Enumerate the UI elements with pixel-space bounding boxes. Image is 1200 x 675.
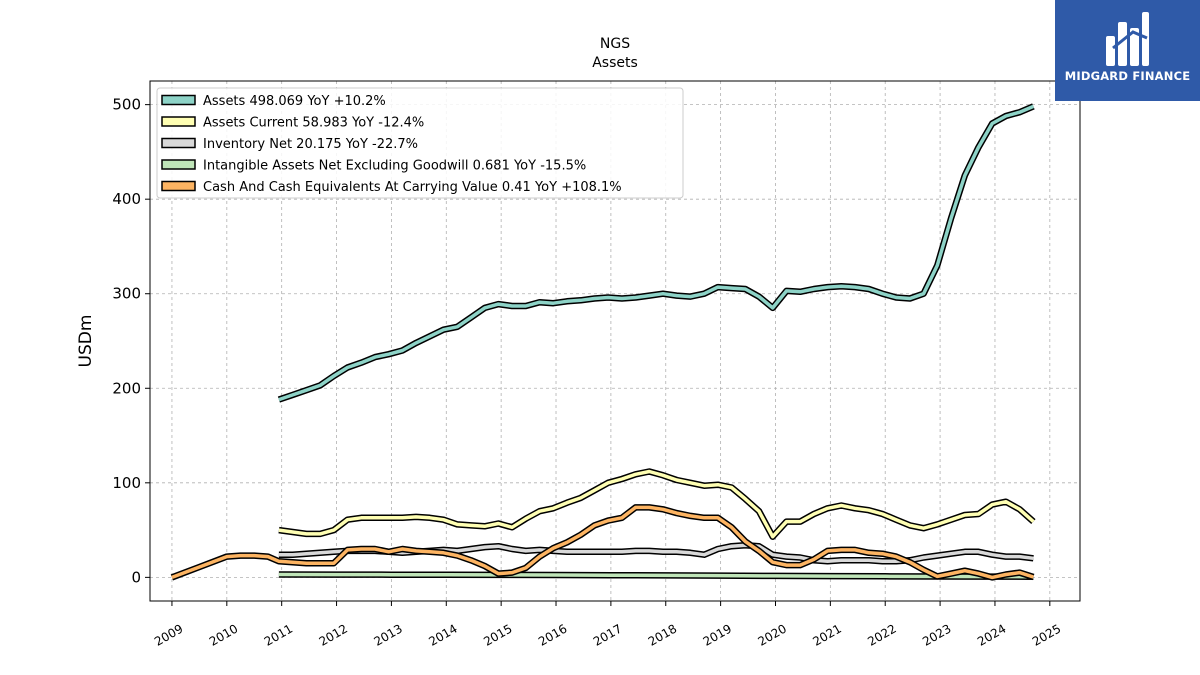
x-tick-label: 2025 xyxy=(1030,621,1063,648)
x-tick-label: 2009 xyxy=(152,621,185,648)
y-tick-label: 500 xyxy=(112,96,141,114)
legend-swatch xyxy=(161,94,196,106)
legend-swatch xyxy=(161,180,196,192)
y-tick-label: 0 xyxy=(131,568,141,586)
legend-label: Assets Current 58.983 YoY -12.4% xyxy=(203,116,424,131)
legend-label: Intangible Assets Net Excluding Goodwill… xyxy=(203,159,586,174)
legend: Assets 498.069 YoY +10.2% Assets Current … xyxy=(156,87,684,199)
series-group xyxy=(170,103,1036,581)
series-line-3 xyxy=(278,572,1034,579)
chart-title: NGS xyxy=(600,36,630,52)
legend-label: Assets 498.069 YoY +10.2% xyxy=(203,94,386,109)
x-tick-label: 2013 xyxy=(371,621,404,648)
x-tick-label: 2024 xyxy=(975,621,1008,648)
x-tick-label: 2016 xyxy=(536,621,569,648)
x-tick-label: 2018 xyxy=(646,621,679,648)
x-axis: 2009 2010 2011 2012 2013 2014 2015 2016 2017 2018… xyxy=(152,601,1063,649)
y-axis: 0 100 200 300 400 500 xyxy=(112,96,150,586)
brand-name: MIDGARD FINANCE xyxy=(1064,69,1191,83)
series-line-4 xyxy=(171,505,1034,580)
legend-swatch xyxy=(161,137,196,149)
x-tick-label: 2021 xyxy=(810,621,843,648)
y-tick-label: 400 xyxy=(112,190,141,208)
series-line-0 xyxy=(278,104,1035,402)
x-tick-label: 2020 xyxy=(756,621,789,648)
plot-frame xyxy=(149,80,1081,602)
legend-label: Inventory Net 20.175 YoY -22.7% xyxy=(203,137,418,152)
legend-label: Cash And Cash Equivalents At Carrying Va… xyxy=(203,180,622,195)
x-tick-label: 2015 xyxy=(481,621,514,648)
y-tick-label: 300 xyxy=(112,285,141,303)
x-tick-label: 2022 xyxy=(865,621,898,648)
x-tick-label: 2017 xyxy=(591,621,624,648)
x-tick-label: 2011 xyxy=(262,621,295,648)
midgard-logo-icon xyxy=(1106,12,1149,66)
series-line-1 xyxy=(278,469,1035,539)
x-tick-label: 2023 xyxy=(920,621,953,648)
y-axis-label: USDm xyxy=(76,315,96,368)
y-tick-label: 200 xyxy=(112,379,141,397)
x-tick-label: 2012 xyxy=(317,621,350,648)
legend-swatch xyxy=(161,159,196,170)
legend-box xyxy=(156,87,684,199)
legend-swatch xyxy=(161,116,196,127)
y-tick-label: 100 xyxy=(112,474,141,492)
x-tick-label: 2010 xyxy=(207,621,240,648)
brand-logo: MIDGARD FINANCE xyxy=(1055,0,1200,101)
series-outline-4 xyxy=(170,504,1035,581)
x-tick-label: 2014 xyxy=(426,621,459,648)
x-tick-label: 2019 xyxy=(701,621,734,648)
chart-subtitle: Assets xyxy=(592,55,638,71)
